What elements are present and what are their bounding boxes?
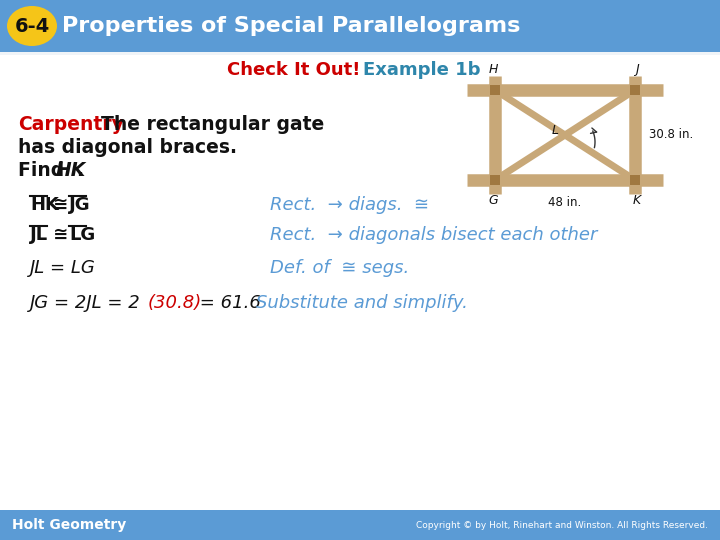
Text: G: G <box>488 194 498 207</box>
Text: J: J <box>635 63 639 76</box>
Text: = 61.6: = 61.6 <box>194 294 272 312</box>
Text: K: K <box>633 194 641 207</box>
Text: Holt Geometry: Holt Geometry <box>12 518 126 532</box>
Bar <box>630 175 640 185</box>
Text: Example 1b: Example 1b <box>363 61 480 79</box>
Text: Check It Out!: Check It Out! <box>227 61 360 79</box>
Bar <box>0 55 720 510</box>
Text: 30.8 in.: 30.8 in. <box>649 129 693 141</box>
Text: The rectangular gate: The rectangular gate <box>101 115 324 134</box>
Text: Substitute and simplify.: Substitute and simplify. <box>256 294 468 312</box>
Text: (30.8): (30.8) <box>148 294 202 312</box>
Text: has diagonal braces.: has diagonal braces. <box>18 138 237 157</box>
Text: HK: HK <box>30 196 59 214</box>
Bar <box>490 175 500 185</box>
Bar <box>0 510 720 540</box>
Bar <box>0 30 720 510</box>
Text: .: . <box>76 161 83 180</box>
Text: Rect.  → diags.  ≅: Rect. → diags. ≅ <box>270 196 429 214</box>
Text: Properties of Special Parallelograms: Properties of Special Parallelograms <box>62 16 521 36</box>
Ellipse shape <box>7 6 57 46</box>
Text: JG = 2JL = 2: JG = 2JL = 2 <box>30 294 140 312</box>
Text: JL = LG: JL = LG <box>30 259 96 277</box>
Text: ≅: ≅ <box>47 196 75 214</box>
Bar <box>490 85 500 95</box>
Text: Copyright © by Holt, Rinehart and Winston. All Rights Reserved.: Copyright © by Holt, Rinehart and Winsto… <box>416 521 708 530</box>
Text: HK: HK <box>56 161 86 180</box>
Text: L: L <box>552 124 559 137</box>
Text: JG: JG <box>69 196 91 214</box>
Text: 6-4: 6-4 <box>14 17 50 36</box>
Text: H: H <box>488 63 498 76</box>
Text: Def. of  ≅ segs.: Def. of ≅ segs. <box>270 259 409 277</box>
Text: 48 in.: 48 in. <box>549 196 582 209</box>
Text: LG: LG <box>69 226 95 244</box>
Text: ≅: ≅ <box>47 226 75 244</box>
Text: Carpentry: Carpentry <box>18 115 124 134</box>
Bar <box>0 0 720 52</box>
Bar <box>630 85 640 95</box>
Text: Find: Find <box>18 161 71 180</box>
Text: Rect.  → diagonals bisect each other: Rect. → diagonals bisect each other <box>270 226 598 244</box>
Text: JL: JL <box>30 226 48 244</box>
